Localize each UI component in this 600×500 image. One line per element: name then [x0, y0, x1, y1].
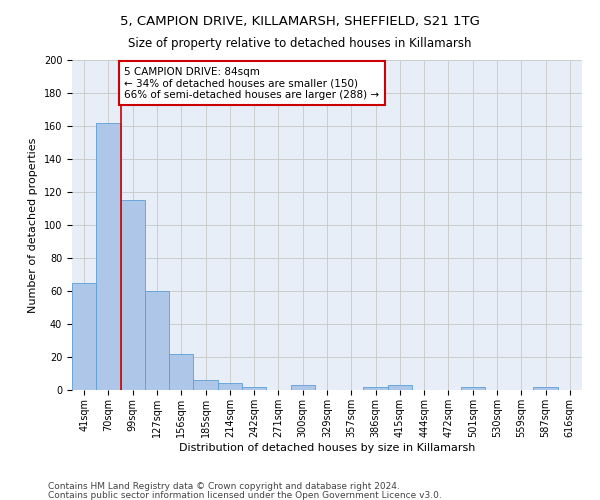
Bar — [364, 386, 388, 390]
Bar — [218, 384, 242, 390]
Text: Contains HM Land Registry data © Crown copyright and database right 2024.: Contains HM Land Registry data © Crown c… — [48, 482, 400, 491]
Y-axis label: Number of detached properties: Number of detached properties — [28, 138, 38, 312]
Bar — [72, 283, 96, 390]
Bar — [193, 380, 218, 390]
Bar — [461, 386, 485, 390]
Bar — [96, 122, 121, 390]
Text: Size of property relative to detached houses in Killamarsh: Size of property relative to detached ho… — [128, 38, 472, 51]
Bar — [169, 354, 193, 390]
Bar — [533, 386, 558, 390]
Bar — [388, 385, 412, 390]
Bar — [242, 386, 266, 390]
Bar — [145, 291, 169, 390]
Text: 5, CAMPION DRIVE, KILLAMARSH, SHEFFIELD, S21 1TG: 5, CAMPION DRIVE, KILLAMARSH, SHEFFIELD,… — [120, 15, 480, 28]
X-axis label: Distribution of detached houses by size in Killamarsh: Distribution of detached houses by size … — [179, 442, 475, 452]
Bar — [290, 385, 315, 390]
Bar — [121, 200, 145, 390]
Text: Contains public sector information licensed under the Open Government Licence v3: Contains public sector information licen… — [48, 490, 442, 500]
Text: 5 CAMPION DRIVE: 84sqm
← 34% of detached houses are smaller (150)
66% of semi-de: 5 CAMPION DRIVE: 84sqm ← 34% of detached… — [124, 66, 379, 100]
